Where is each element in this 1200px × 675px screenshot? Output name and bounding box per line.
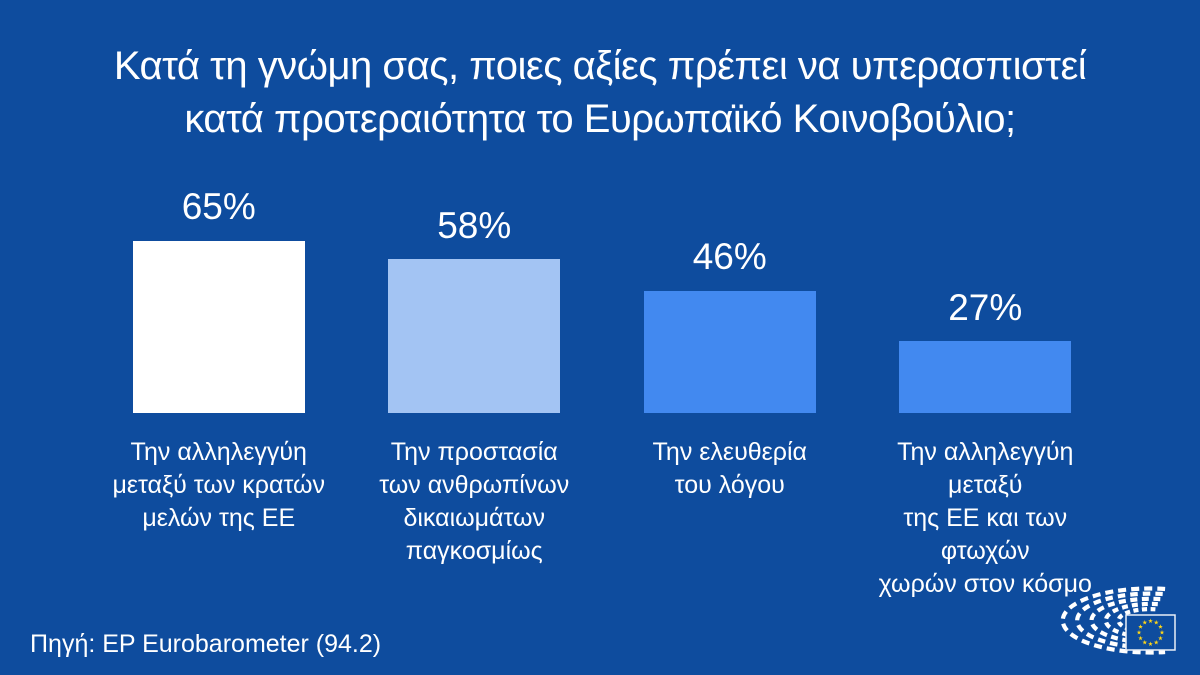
bar-category-label: Την ελευθερία του λόγου bbox=[652, 438, 808, 499]
bar bbox=[643, 291, 816, 413]
bar-group: 58% Την προστασία των ανθρωπίνων δικαιωμά… bbox=[347, 173, 603, 601]
bar-value-label: 46% bbox=[692, 236, 767, 278]
bar-category-label: Την αλληλεγγύη μεταξύ των κρατών μελών τ… bbox=[112, 438, 326, 532]
source-caption: Πηγή: EP Eurobarometer (94.2) bbox=[30, 630, 382, 658]
bar-group: 46% Την ελευθερία του λόγου bbox=[602, 173, 858, 601]
bar-plot-area: 58% bbox=[388, 173, 561, 413]
bar-plot-area: 27% bbox=[899, 173, 1072, 413]
chart-title: Κατά τη γνώμη σας, ποιες αξίες πρέπει να… bbox=[0, 40, 1200, 146]
bar-value-label: 65% bbox=[181, 186, 256, 228]
bar-value-label: 58% bbox=[437, 204, 512, 246]
chart-title-line-2: κατά προτεραιότητα το Ευρωπαϊκό Κοινοβού… bbox=[184, 97, 1016, 141]
bar-value-label: 27% bbox=[948, 286, 1023, 328]
bar-category-label: Την αλληλεγγύη μεταξύ της ΕΕ και των φτω… bbox=[878, 438, 1092, 598]
bar bbox=[132, 240, 305, 413]
bar bbox=[388, 259, 561, 413]
bar-group: 65% Την αλληλεγγύη μεταξύ των κρατών μελώ… bbox=[91, 173, 347, 601]
bar-chart: 65% Την αλληλεγγύη μεταξύ των κρατών μελώ… bbox=[91, 173, 1113, 601]
bar-plot-area: 65% bbox=[132, 173, 305, 413]
bar-plot-area: 46% bbox=[643, 173, 816, 413]
european-parliament-logo bbox=[1060, 586, 1176, 655]
chart-title-line-1: Κατά τη γνώμη σας, ποιες αξίες πρέπει να… bbox=[113, 44, 1087, 88]
bar-group: 27% Την αλληλεγγύη μεταξύ της ΕΕ και των … bbox=[858, 173, 1114, 601]
bar bbox=[899, 341, 1072, 413]
bar-category-label: Την προστασία των ανθρωπίνων δικαιωμάτων… bbox=[379, 438, 570, 565]
